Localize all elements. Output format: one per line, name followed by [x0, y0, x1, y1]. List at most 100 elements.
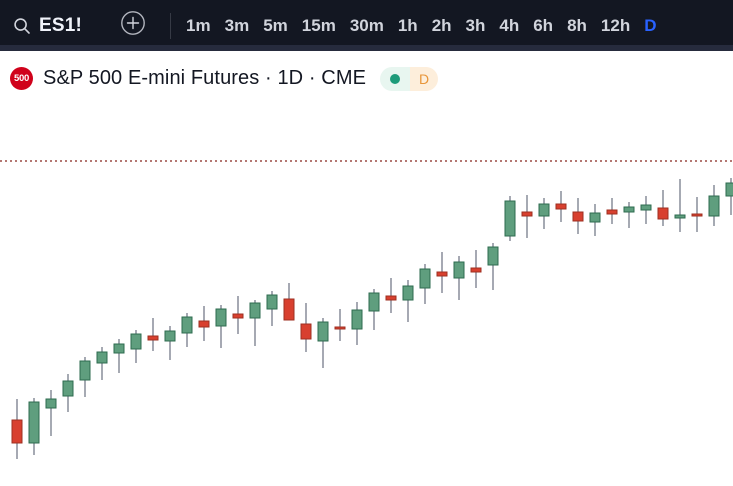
candle-body: [130, 333, 142, 350]
candle-body: [283, 298, 295, 321]
search-icon: [12, 16, 32, 36]
toolbar-divider: [170, 12, 172, 39]
candle: [113, 339, 125, 373]
timeframe-5m[interactable]: 5m: [263, 16, 288, 35]
candle-body: [181, 316, 193, 334]
candle-body: [147, 335, 159, 341]
candle: [453, 256, 465, 300]
candle: [147, 318, 159, 351]
candle: [351, 302, 363, 345]
candle: [572, 198, 584, 234]
candlestick-chart-canvas[interactable]: [0, 106, 733, 486]
candle-body: [453, 261, 465, 279]
candle: [674, 179, 686, 232]
timeframe-1h[interactable]: 1h: [397, 16, 418, 35]
candle: [79, 357, 91, 397]
candle: [385, 278, 397, 313]
timeframe-1m[interactable]: 1m: [186, 16, 211, 35]
candle: [266, 291, 278, 326]
market-status-badge[interactable]: D: [380, 66, 439, 91]
timeframe-3m[interactable]: 3m: [224, 16, 250, 35]
top-toolbar: ES1! 1m 3m 5m 15m 30m 1h 2h 3h 4h 6h 8h: [0, 0, 733, 51]
candle-body: [11, 419, 23, 444]
candle: [317, 318, 329, 368]
chart-title[interactable]: S&P 500 E-mini Futures · 1D · CME: [43, 67, 367, 89]
candle: [538, 198, 550, 229]
candle: [368, 289, 380, 330]
candle: [419, 264, 431, 304]
candle: [130, 330, 142, 363]
timeframe-8h[interactable]: 8h: [567, 16, 587, 35]
candle: [164, 326, 176, 360]
timeframe-6h[interactable]: 6h: [533, 16, 554, 35]
candle: [436, 252, 448, 293]
timeframe-4h[interactable]: 4h: [499, 16, 520, 35]
candle-body: [606, 209, 618, 215]
candle-body: [589, 212, 601, 223]
candle-body: [640, 204, 652, 211]
plus-circle-icon: [120, 10, 146, 41]
candle: [96, 347, 108, 380]
candle-body: [368, 292, 380, 312]
candle-body: [45, 398, 57, 409]
market-open-dot-icon: [390, 73, 401, 84]
candle-body: [266, 294, 278, 310]
candle-body: [504, 200, 516, 237]
candle: [181, 313, 193, 347]
candle: [521, 195, 533, 238]
candle-body: [351, 309, 363, 330]
candle: [283, 283, 295, 321]
candle-body: [623, 206, 635, 213]
symbol-search-button[interactable]: ES1!: [8, 9, 86, 43]
candle-body: [385, 295, 397, 301]
candle: [725, 178, 733, 215]
add-symbol-button[interactable]: [118, 11, 148, 41]
candle-body: [674, 214, 686, 219]
market-status-dot-wrap: [380, 66, 411, 91]
candle: [215, 305, 227, 348]
candle: [232, 296, 244, 334]
candle-body: [657, 207, 669, 220]
timeframe-12h[interactable]: 12h: [600, 16, 631, 35]
candle-body: [487, 246, 499, 266]
candle-body: [215, 308, 227, 327]
candle: [249, 300, 261, 346]
candle-body: [470, 267, 482, 273]
candle-body: [708, 195, 720, 217]
candle: [300, 303, 312, 352]
candle-body: [79, 360, 91, 381]
candle: [28, 398, 40, 455]
candle-body: [317, 321, 329, 342]
candle-body: [555, 203, 567, 210]
timeframe-15m[interactable]: 15m: [301, 16, 336, 35]
candle: [198, 306, 210, 341]
candle-body: [249, 302, 261, 319]
candle-body: [96, 351, 108, 364]
candle-body: [538, 203, 550, 217]
candle-body: [521, 211, 533, 217]
candle: [623, 202, 635, 228]
timeframe-3h[interactable]: 3h: [465, 16, 486, 35]
candle-body: [198, 320, 210, 328]
candle: [470, 250, 482, 288]
candle-body: [113, 343, 125, 354]
candle: [504, 196, 516, 241]
candle: [334, 309, 346, 341]
timeframe-button-group: 1m 3m 5m 15m 30m 1h 2h 3h 4h 6h 8h 12h D: [179, 9, 663, 43]
candle-body: [300, 323, 312, 340]
candle-body: [691, 213, 703, 217]
candle: [708, 185, 720, 226]
timeframe-2h[interactable]: 2h: [431, 16, 452, 35]
candle-body: [28, 401, 40, 444]
candle: [487, 243, 499, 290]
candle-body: [436, 271, 448, 277]
timeframe-30m[interactable]: 30m: [349, 16, 384, 35]
candle-body: [419, 268, 431, 289]
candle: [589, 204, 601, 236]
timeframe-d[interactable]: D: [644, 16, 657, 35]
candle: [45, 390, 57, 436]
candle: [691, 197, 703, 232]
candle-body: [164, 330, 176, 342]
candle: [640, 196, 652, 224]
